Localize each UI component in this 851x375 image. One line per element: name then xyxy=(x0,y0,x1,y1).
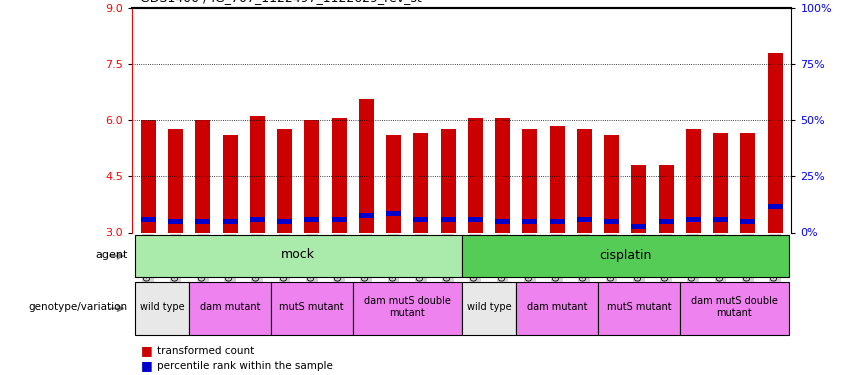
Bar xyxy=(134,282,189,334)
Bar xyxy=(631,224,646,229)
Text: mock: mock xyxy=(281,249,315,261)
Bar xyxy=(713,133,728,232)
Bar xyxy=(168,219,183,224)
Bar xyxy=(740,219,756,224)
Text: wild type: wild type xyxy=(140,302,184,312)
Bar xyxy=(140,120,156,232)
Text: mutS mutant: mutS mutant xyxy=(279,302,344,312)
Bar xyxy=(550,219,564,224)
Bar xyxy=(352,282,461,334)
Bar xyxy=(168,129,183,232)
Text: cisplatin: cisplatin xyxy=(599,249,651,261)
Bar xyxy=(222,219,237,224)
Bar xyxy=(250,217,265,222)
Bar xyxy=(686,129,701,232)
Bar xyxy=(222,135,237,232)
Text: dam mutant: dam mutant xyxy=(200,302,260,312)
Bar xyxy=(604,135,619,232)
Bar xyxy=(768,53,783,232)
Bar xyxy=(468,118,483,232)
Bar xyxy=(189,282,271,334)
Bar xyxy=(332,118,346,232)
Bar xyxy=(305,120,319,232)
Bar xyxy=(659,165,673,232)
Bar xyxy=(604,219,619,224)
Bar xyxy=(523,219,537,224)
Bar xyxy=(740,133,756,232)
Bar xyxy=(332,217,346,222)
Bar xyxy=(461,235,789,277)
Bar xyxy=(359,213,374,218)
Text: percentile rank within the sample: percentile rank within the sample xyxy=(157,361,334,370)
Bar xyxy=(598,282,680,334)
Text: dam mutant: dam mutant xyxy=(527,302,587,312)
Bar xyxy=(195,219,210,224)
Bar xyxy=(577,217,591,222)
Bar xyxy=(686,217,701,222)
Bar xyxy=(713,217,728,222)
Bar xyxy=(134,235,461,277)
Bar xyxy=(768,204,783,209)
Bar xyxy=(271,282,352,334)
Text: ■: ■ xyxy=(140,344,152,357)
Bar xyxy=(305,217,319,222)
Bar xyxy=(250,116,265,232)
Bar xyxy=(495,118,510,232)
Bar xyxy=(277,219,292,224)
Text: dam mutS double
mutant: dam mutS double mutant xyxy=(363,297,450,318)
Bar xyxy=(414,217,428,222)
Bar xyxy=(517,282,598,334)
Bar xyxy=(195,120,210,232)
Text: GDS1400 / IG_707_1122497_1122629_rev_st: GDS1400 / IG_707_1122497_1122629_rev_st xyxy=(140,0,422,4)
Bar xyxy=(577,129,591,232)
Text: dam mutS double
mutant: dam mutS double mutant xyxy=(691,297,778,318)
Bar xyxy=(359,99,374,232)
Bar xyxy=(680,282,789,334)
Bar xyxy=(414,133,428,232)
Bar xyxy=(441,129,455,232)
Text: transformed count: transformed count xyxy=(157,346,254,355)
Bar xyxy=(550,126,564,232)
Bar xyxy=(468,217,483,222)
Bar xyxy=(386,135,401,232)
Bar xyxy=(659,219,673,224)
Bar xyxy=(523,129,537,232)
Bar xyxy=(461,282,517,334)
Bar xyxy=(386,211,401,216)
Text: wild type: wild type xyxy=(466,302,511,312)
Text: agent: agent xyxy=(95,250,128,260)
Bar xyxy=(140,217,156,222)
Text: genotype/variation: genotype/variation xyxy=(29,302,128,312)
Bar xyxy=(495,219,510,224)
Bar xyxy=(631,165,646,232)
Bar xyxy=(441,217,455,222)
Text: ■: ■ xyxy=(140,359,152,372)
Bar xyxy=(277,129,292,232)
Text: mutS mutant: mutS mutant xyxy=(607,302,671,312)
